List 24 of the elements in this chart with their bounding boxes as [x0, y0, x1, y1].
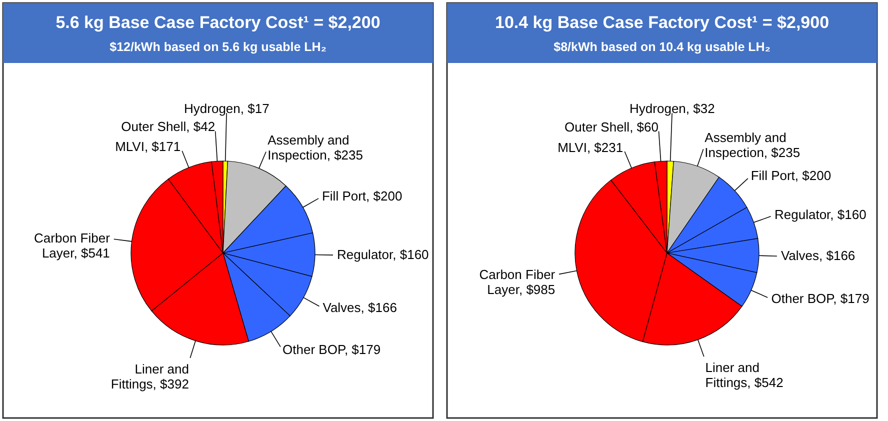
- slice-label: Outer Shell, $42: [121, 119, 216, 134]
- slice-label: Fill Port, $200: [750, 168, 832, 183]
- slice-label: Hydrogen, $17: [184, 101, 270, 116]
- slice-label: Assembly and Inspection, $235: [268, 132, 363, 163]
- chart-title: 5.6 kg Base Case Factory Cost¹ = $2,200: [56, 13, 380, 32]
- slice-label: Other BOP, $179: [282, 342, 381, 358]
- slice-label: Valves, $166: [780, 248, 856, 264]
- slice-label: Regulator, $160: [336, 247, 429, 262]
- slice-label: Assembly and Inspection, $235: [704, 130, 800, 160]
- chart-subtitle: $8/kWh based on 10.4 kg usable LH₂: [554, 40, 770, 54]
- slice-label: MLVI, $171: [115, 139, 181, 154]
- slice-label: Liner and Fittings, $542: [705, 360, 784, 390]
- slice-label: Other BOP, $179: [771, 291, 870, 306]
- slice-label: Liner and Fittings, $392: [110, 361, 189, 392]
- slice-label: Outer Shell, $60: [564, 119, 658, 134]
- slice-label: Fill Port, $200: [322, 188, 402, 204]
- chart-title: 10.4 kg Base Case Factory Cost¹ = $2,900: [494, 13, 830, 32]
- slice-label: MLVI, $231: [558, 140, 624, 155]
- chart-subtitle: $12/kWh based on 5.6 kg usable LH₂: [110, 40, 326, 54]
- slice-label: Valves, $166: [322, 300, 397, 316]
- slice-label: Carbon Fiber Layer, $541: [34, 230, 111, 261]
- slice-label: Regulator, $160: [774, 207, 866, 222]
- slice-label: Hydrogen, $32: [630, 101, 715, 116]
- slice-label: Carbon Fiber Layer, $985: [479, 266, 556, 297]
